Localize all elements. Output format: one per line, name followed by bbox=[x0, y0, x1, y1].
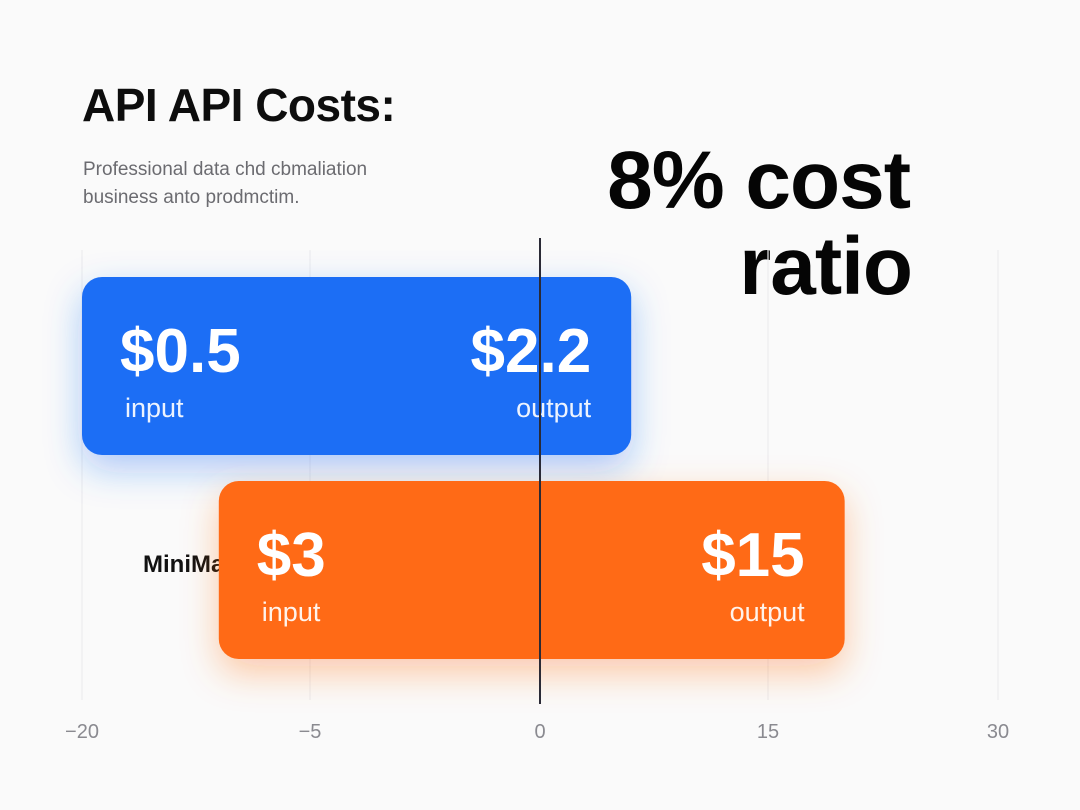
bar bbox=[82, 277, 632, 455]
bar bbox=[218, 481, 845, 659]
x-tick-label: −5 bbox=[299, 721, 322, 743]
chart-title: API API Costs: bbox=[82, 79, 396, 131]
x-tick-label: −20 bbox=[65, 721, 99, 743]
x-tick-label: 30 bbox=[987, 721, 1009, 743]
headline-line-1: 8% cost bbox=[607, 135, 911, 226]
chart-subtitle: Professional data chd cbmaliation busine… bbox=[83, 156, 367, 212]
bar-left-label: input bbox=[262, 597, 321, 627]
bar-right-value: $2.2 bbox=[471, 317, 592, 386]
bar-right-label: output bbox=[730, 597, 806, 627]
bar-group: $3 input $15 output bbox=[218, 481, 845, 659]
bar-group: $0.5 input $2.2 output bbox=[82, 277, 632, 455]
x-tick-label: 0 bbox=[534, 721, 545, 743]
bar-right-value: $15 bbox=[701, 521, 804, 590]
bar-left-value: $3 bbox=[257, 521, 326, 590]
subtitle-line-1: Professional data chd cbmaliation bbox=[83, 159, 368, 180]
subtitle-line-2: business anto prodmctim. bbox=[83, 187, 300, 208]
bar-left-label: input bbox=[125, 393, 184, 423]
x-tick-label: 15 bbox=[757, 721, 779, 743]
bar-left-value: $0.5 bbox=[120, 317, 241, 386]
bar-right-label: output bbox=[516, 393, 592, 423]
